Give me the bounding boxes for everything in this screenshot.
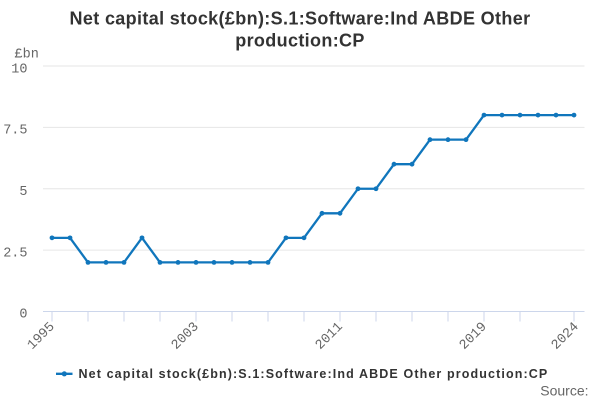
svg-text:2.5: 2.5 xyxy=(3,246,27,261)
svg-text:0: 0 xyxy=(19,307,27,322)
svg-text:Net capital stock(£bn):S.1:Sof: Net capital stock(£bn):S.1:Software:Ind … xyxy=(70,9,531,29)
svg-text:7.5: 7.5 xyxy=(3,124,27,139)
svg-text:Source:: Source: xyxy=(540,383,588,399)
svg-text:10: 10 xyxy=(11,62,27,77)
svg-text:Net capital stock(£bn):S.1:Sof: Net capital stock(£bn):S.1:Software:Ind … xyxy=(79,367,549,381)
svg-text:production:CP: production:CP xyxy=(235,31,365,51)
svg-text:5: 5 xyxy=(19,185,27,200)
svg-text:£bn: £bn xyxy=(15,47,39,62)
